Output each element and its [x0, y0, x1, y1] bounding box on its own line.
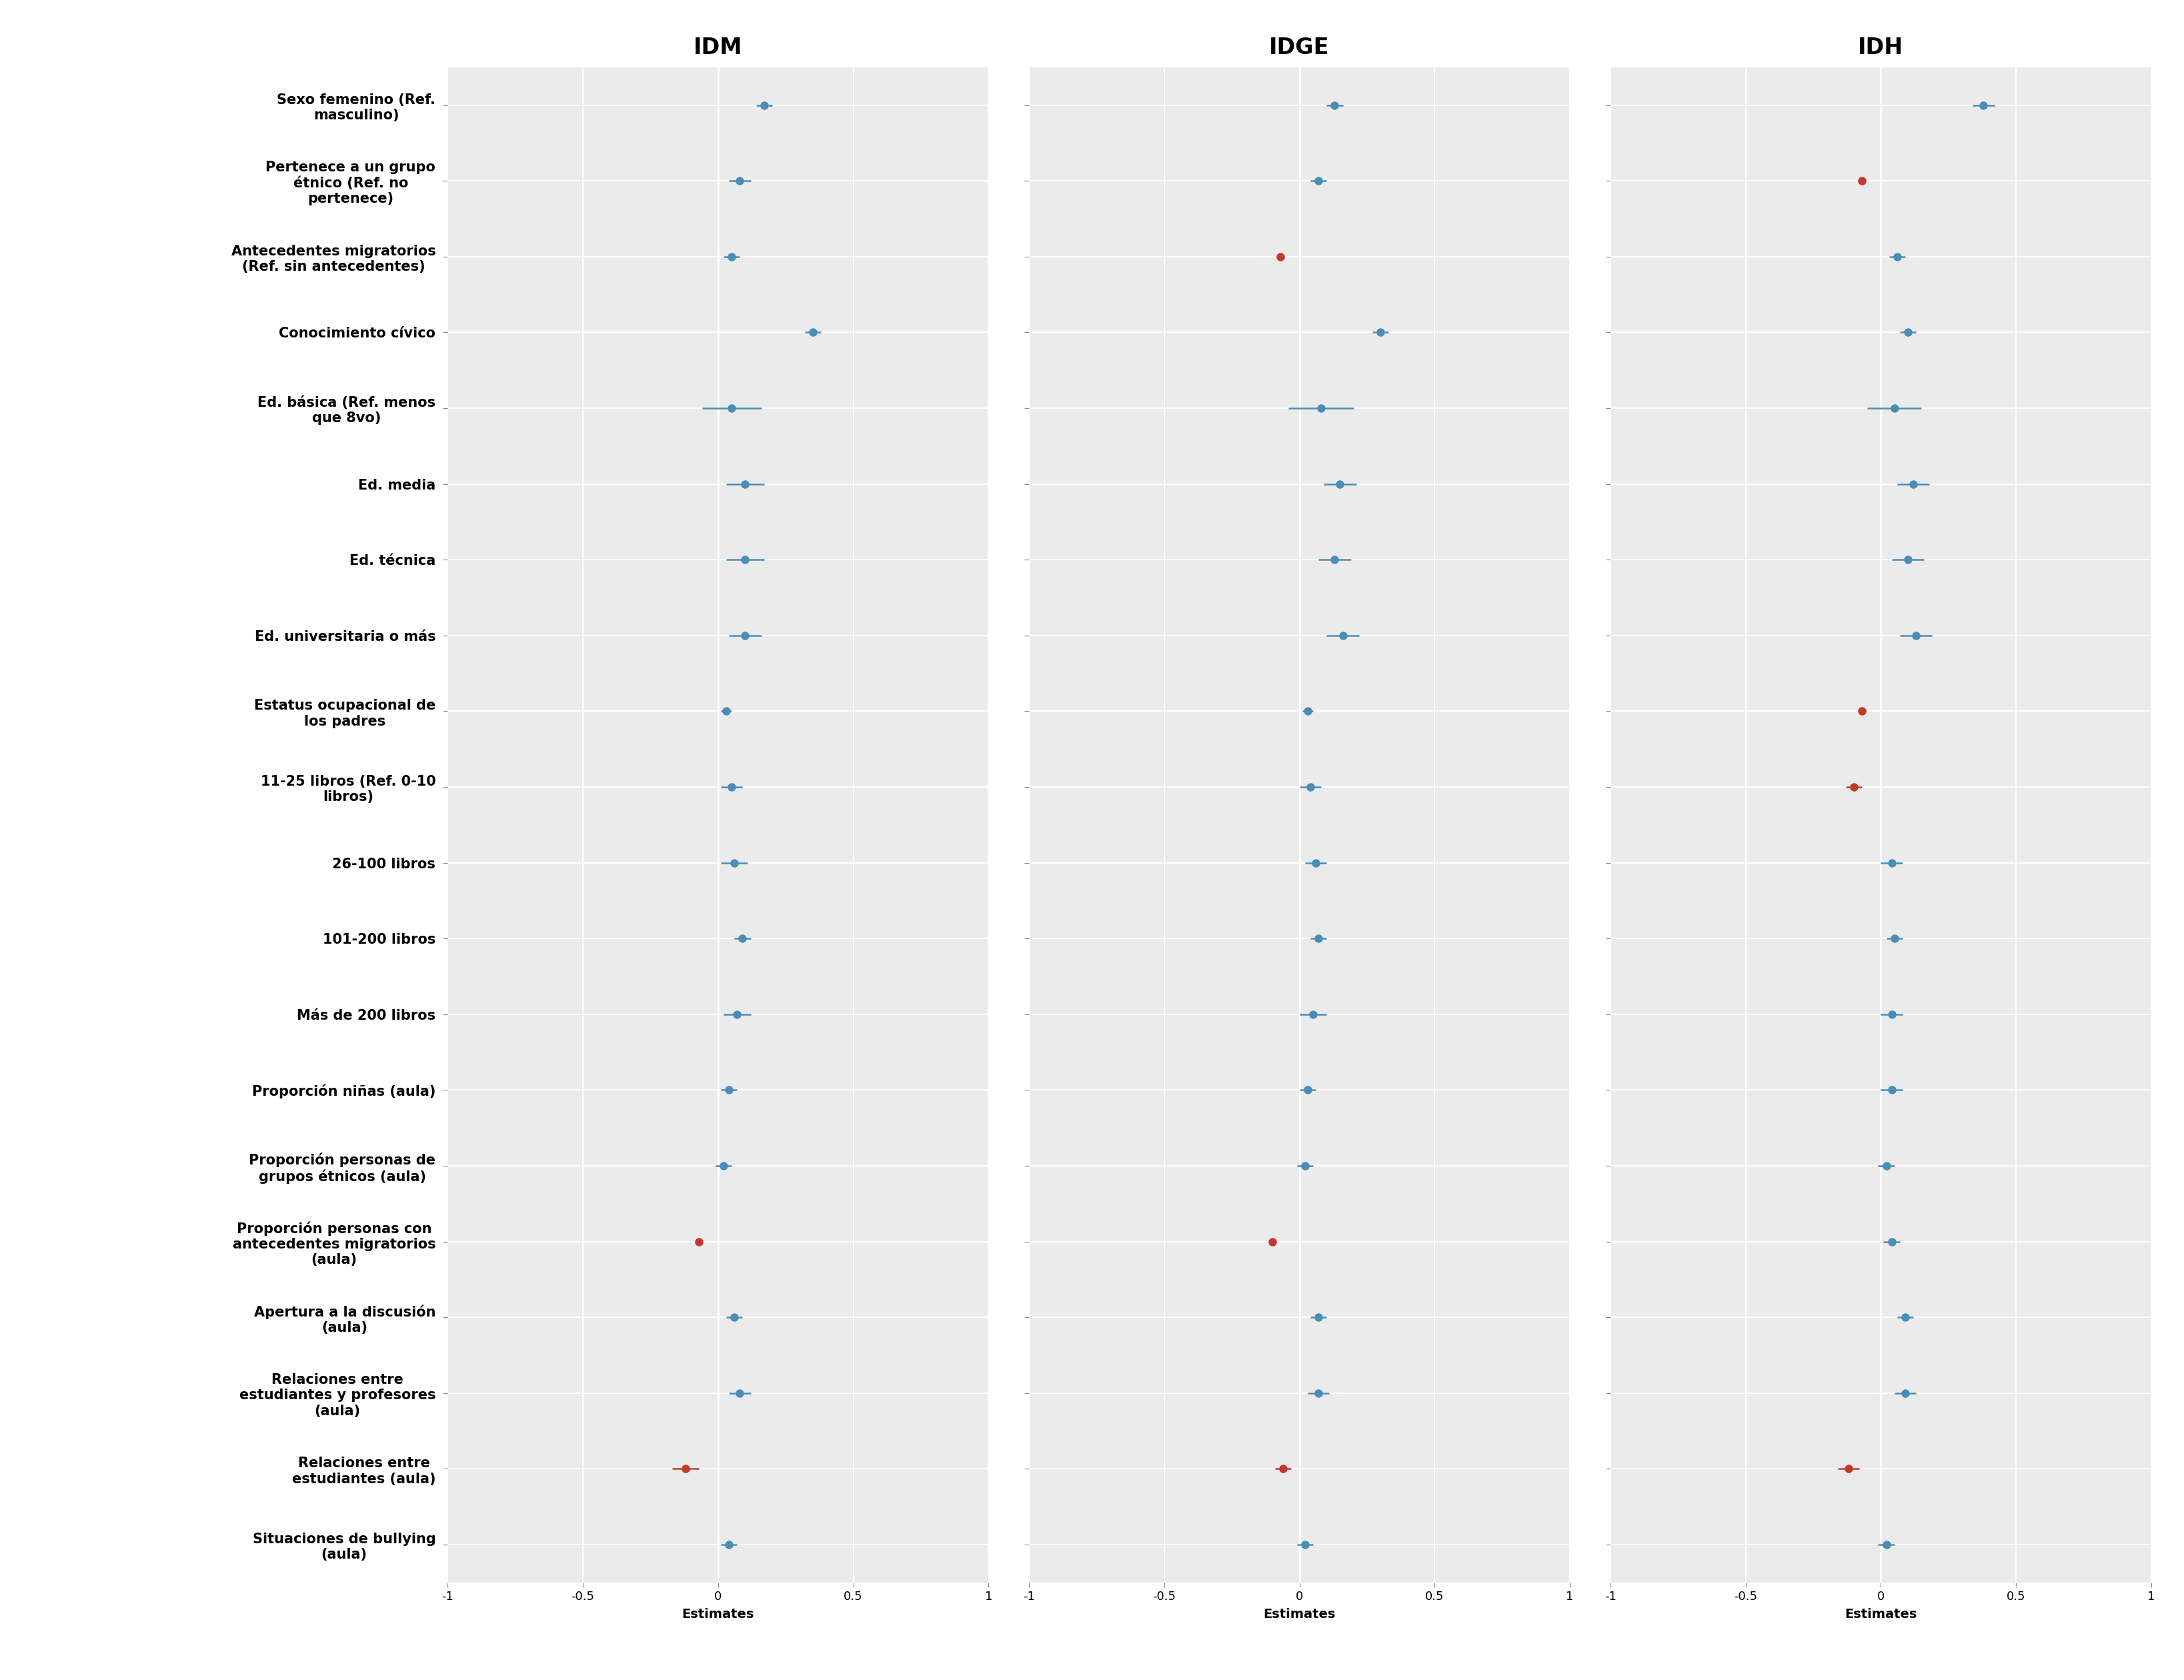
X-axis label: Estimates: Estimates: [1845, 1608, 1918, 1621]
Title: IDH: IDH: [1859, 37, 1904, 59]
Title: IDGE: IDGE: [1269, 37, 1330, 59]
X-axis label: Estimates: Estimates: [1262, 1608, 1337, 1621]
Title: IDM: IDM: [695, 37, 743, 59]
X-axis label: Estimates: Estimates: [681, 1608, 753, 1621]
